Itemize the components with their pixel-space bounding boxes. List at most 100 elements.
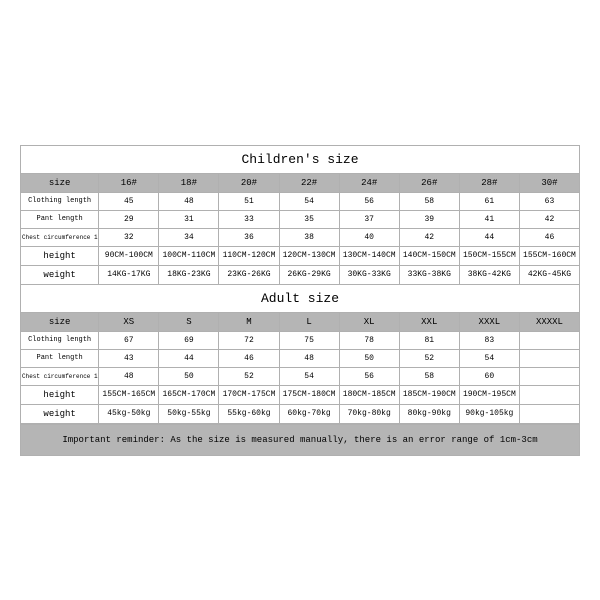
cell: 60kg-70kg <box>279 404 339 423</box>
cell: 42 <box>519 210 579 228</box>
table-row: Pant length 43 44 46 48 50 52 54 <box>21 349 580 367</box>
cell: 110CM-120CM <box>219 246 279 265</box>
cell: 42KG-45KG <box>519 265 579 284</box>
cell: 170CM-175CM <box>219 385 279 404</box>
cell: 155CM-160CM <box>519 246 579 265</box>
cell: 31 <box>159 210 219 228</box>
table-row: Chest circumference 1/2 32 34 36 38 40 4… <box>21 228 580 246</box>
adult-title: Adult size <box>20 285 580 312</box>
cell: 45 <box>99 192 159 210</box>
cell: 54 <box>279 192 339 210</box>
cell: 56 <box>339 192 399 210</box>
cell: 32 <box>99 228 159 246</box>
col-26: 26# <box>399 173 459 192</box>
cell: 58 <box>399 367 459 385</box>
adult-header-row: size XS S M L XL XXL XXXL XXXXL <box>21 312 580 331</box>
cell <box>519 331 579 349</box>
col-s: S <box>159 312 219 331</box>
cell <box>519 367 579 385</box>
cell: 75 <box>279 331 339 349</box>
cell: 69 <box>159 331 219 349</box>
row-label-height: height <box>21 246 99 265</box>
cell: 52 <box>399 349 459 367</box>
size-chart-container: Children's size size 16# 18# 20# 22# 24#… <box>20 145 580 456</box>
row-label-chest: Chest circumference 1/2 <box>21 228 99 246</box>
row-label-height: height <box>21 385 99 404</box>
row-label-chest: Chest circumference 1/2 <box>21 367 99 385</box>
col-xl: XL <box>339 312 399 331</box>
cell: 175CM-180CM <box>279 385 339 404</box>
cell: 36 <box>219 228 279 246</box>
row-label-clothing-length: Clothing length <box>21 192 99 210</box>
col-28: 28# <box>459 173 519 192</box>
cell: 30KG-33KG <box>339 265 399 284</box>
cell: 51 <box>219 192 279 210</box>
table-row: weight 14KG-17KG 18KG-23KG 23KG-26KG 26K… <box>21 265 580 284</box>
row-label-pant-length: Pant length <box>21 210 99 228</box>
col-20: 20# <box>219 173 279 192</box>
cell: 26KG-29KG <box>279 265 339 284</box>
col-xs: XS <box>99 312 159 331</box>
cell: 50kg-55kg <box>159 404 219 423</box>
table-row: height 155CM-165CM 165CM-170CM 170CM-175… <box>21 385 580 404</box>
cell: 180CM-185CM <box>339 385 399 404</box>
row-label-weight: weight <box>21 404 99 423</box>
table-row: Clothing length 45 48 51 54 56 58 61 63 <box>21 192 580 210</box>
cell: 48 <box>279 349 339 367</box>
cell: 42 <box>399 228 459 246</box>
cell: 60 <box>459 367 519 385</box>
children-table: size 16# 18# 20# 22# 24# 26# 28# 30# Clo… <box>20 173 580 285</box>
cell: 48 <box>99 367 159 385</box>
table-row: Clothing length 67 69 72 75 78 81 83 <box>21 331 580 349</box>
cell: 190CM-195CM <box>459 385 519 404</box>
children-header-row: size 16# 18# 20# 22# 24# 26# 28# 30# <box>21 173 580 192</box>
cell: 55kg-60kg <box>219 404 279 423</box>
cell: 44 <box>159 349 219 367</box>
cell: 67 <box>99 331 159 349</box>
cell: 70kg-80kg <box>339 404 399 423</box>
cell: 38KG-42KG <box>459 265 519 284</box>
table-row: Chest circumference 1/2 48 50 52 54 56 5… <box>21 367 580 385</box>
cell: 46 <box>219 349 279 367</box>
cell: 14KG-17KG <box>99 265 159 284</box>
col-xxxl: XXXL <box>459 312 519 331</box>
cell: 130CM-140CM <box>339 246 399 265</box>
cell: 63 <box>519 192 579 210</box>
cell: 39 <box>399 210 459 228</box>
table-row: height 90CM-100CM 100CM-110CM 110CM-120C… <box>21 246 580 265</box>
table-row: weight 45kg-50kg 50kg-55kg 55kg-60kg 60k… <box>21 404 580 423</box>
cell: 61 <box>459 192 519 210</box>
cell: 140CM-150CM <box>399 246 459 265</box>
cell: 83 <box>459 331 519 349</box>
col-30: 30# <box>519 173 579 192</box>
cell: 29 <box>99 210 159 228</box>
cell: 78 <box>339 331 399 349</box>
cell: 35 <box>279 210 339 228</box>
col-l: L <box>279 312 339 331</box>
cell: 50 <box>159 367 219 385</box>
col-24: 24# <box>339 173 399 192</box>
col-xxl: XXL <box>399 312 459 331</box>
cell: 34 <box>159 228 219 246</box>
cell: 185CM-190CM <box>399 385 459 404</box>
cell: 120CM-130CM <box>279 246 339 265</box>
cell: 100CM-110CM <box>159 246 219 265</box>
cell: 44 <box>459 228 519 246</box>
cell: 155CM-165CM <box>99 385 159 404</box>
cell: 90kg-105kg <box>459 404 519 423</box>
row-label-clothing-length: Clothing length <box>21 331 99 349</box>
col-18: 18# <box>159 173 219 192</box>
cell: 165CM-170CM <box>159 385 219 404</box>
cell: 54 <box>459 349 519 367</box>
col-size-label: size <box>21 173 99 192</box>
adult-table: size XS S M L XL XXL XXXL XXXXL Clothing… <box>20 312 580 424</box>
cell <box>519 385 579 404</box>
cell: 48 <box>159 192 219 210</box>
table-row: Pant length 29 31 33 35 37 39 41 42 <box>21 210 580 228</box>
cell: 41 <box>459 210 519 228</box>
cell: 43 <box>99 349 159 367</box>
cell: 150CM-155CM <box>459 246 519 265</box>
cell: 33 <box>219 210 279 228</box>
cell: 50 <box>339 349 399 367</box>
cell: 58 <box>399 192 459 210</box>
